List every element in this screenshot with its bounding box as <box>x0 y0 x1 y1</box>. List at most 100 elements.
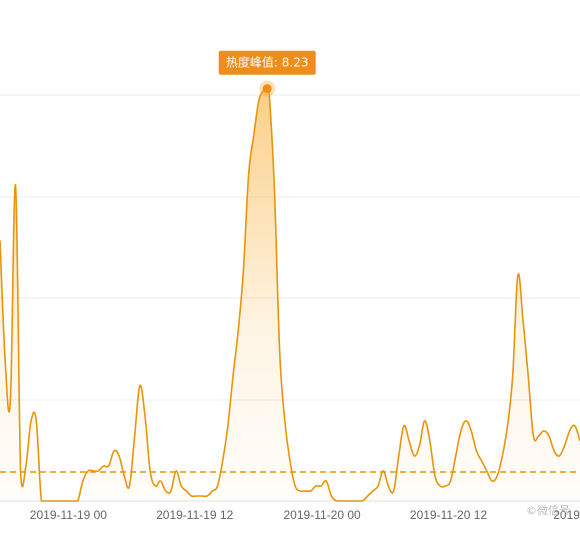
data-point-112 <box>574 425 576 427</box>
data-point-46 <box>237 329 239 331</box>
horizontal-grid <box>0 94 580 502</box>
data-point-76 <box>387 485 389 487</box>
data-point-63 <box>320 485 322 487</box>
data-point-105 <box>537 435 539 437</box>
data-point-42 <box>216 485 218 487</box>
data-point-4 <box>20 475 22 477</box>
data-point-101 <box>517 274 519 276</box>
data-point-11 <box>56 500 58 502</box>
data-point-102 <box>522 319 524 321</box>
data-point-31 <box>159 480 161 482</box>
series-area-fill <box>0 85 580 502</box>
data-point-99 <box>506 425 508 427</box>
data-point-69 <box>351 500 353 502</box>
data-point-74 <box>377 485 379 487</box>
data-point-60 <box>304 490 306 492</box>
data-point-71 <box>361 500 363 502</box>
data-point-89 <box>455 455 457 457</box>
data-point-26 <box>133 435 135 437</box>
data-point-75 <box>382 470 384 472</box>
data-point-103 <box>527 375 529 377</box>
data-point-30 <box>154 485 156 487</box>
data-point-107 <box>548 435 550 437</box>
data-point-17 <box>87 470 89 472</box>
data-point-5 <box>25 465 27 467</box>
data-point-2 <box>9 400 11 402</box>
data-point-13 <box>66 500 68 502</box>
data-point-61 <box>310 490 312 492</box>
data-point-64 <box>325 480 327 482</box>
data-point-81 <box>413 455 415 457</box>
data-point-83 <box>423 420 425 422</box>
data-point-68 <box>346 500 348 502</box>
series-line <box>0 84 580 502</box>
data-point-6 <box>30 420 32 422</box>
data-point-41 <box>211 490 213 492</box>
peak-marker[interactable] <box>262 84 272 94</box>
data-point-43 <box>221 460 223 462</box>
data-point-32 <box>165 490 167 492</box>
data-point-66 <box>335 500 337 502</box>
data-point-9 <box>45 500 47 502</box>
data-point-108 <box>553 450 555 452</box>
data-point-36 <box>185 490 187 492</box>
data-point-18 <box>92 470 94 472</box>
watermark: ©微信号 <box>526 503 570 517</box>
data-point-16 <box>82 480 84 482</box>
data-point-29 <box>149 470 151 472</box>
data-point-80 <box>408 440 410 442</box>
data-point-57 <box>289 460 291 462</box>
data-point-91 <box>465 420 467 422</box>
data-point-92 <box>470 430 472 432</box>
data-point-85 <box>434 475 436 477</box>
data-point-15 <box>76 500 78 502</box>
peak-annotation[interactable]: 热度峰值: 8.23 <box>218 50 316 97</box>
data-point-70 <box>356 500 358 502</box>
data-point-40 <box>206 495 208 497</box>
data-point-25 <box>128 485 130 487</box>
x-tick-label-0: 2019-11-19 00 <box>30 508 108 522</box>
data-point-67 <box>341 500 343 502</box>
data-point-104 <box>532 435 534 437</box>
data-point-90 <box>460 430 462 432</box>
data-point-44 <box>227 425 229 427</box>
data-point-7 <box>35 420 37 422</box>
data-point-58 <box>294 485 296 487</box>
data-point-37 <box>190 495 192 497</box>
data-point-0 <box>0 239 1 241</box>
data-point-14 <box>71 500 73 502</box>
data-point-87 <box>444 485 446 487</box>
data-point-33 <box>170 490 172 492</box>
data-point-28 <box>144 415 146 417</box>
data-point-22 <box>113 450 115 452</box>
data-point-100 <box>511 375 513 377</box>
data-point-38 <box>196 495 198 497</box>
data-point-20 <box>102 465 104 467</box>
data-point-88 <box>449 480 451 482</box>
x-axis-tick-labels: 2019-11-19 00 2019-11-19 12 2019-11-20 00 2… <box>30 508 580 522</box>
data-point-24 <box>123 475 125 477</box>
data-point-97 <box>496 475 498 477</box>
data-point-73 <box>372 490 374 492</box>
data-point-12 <box>61 500 63 502</box>
data-point-1 <box>4 360 6 362</box>
data-point-106 <box>543 430 545 432</box>
data-point-62 <box>315 485 317 487</box>
data-point-50 <box>258 99 260 101</box>
data-point-98 <box>501 455 503 457</box>
data-point-39 <box>201 495 203 497</box>
data-point-109 <box>558 455 560 457</box>
data-point-110 <box>563 445 565 447</box>
data-point-93 <box>475 450 477 452</box>
data-point-59 <box>299 490 301 492</box>
data-point-3 <box>14 184 16 186</box>
data-point-79 <box>403 425 405 427</box>
data-points <box>0 87 580 502</box>
data-point-47 <box>242 269 244 271</box>
data-point-54 <box>273 189 275 191</box>
data-point-34 <box>175 470 177 472</box>
data-point-8 <box>40 500 42 502</box>
x-tick-label-3: 2019-11-20 12 <box>410 508 488 522</box>
data-point-72 <box>366 495 368 497</box>
